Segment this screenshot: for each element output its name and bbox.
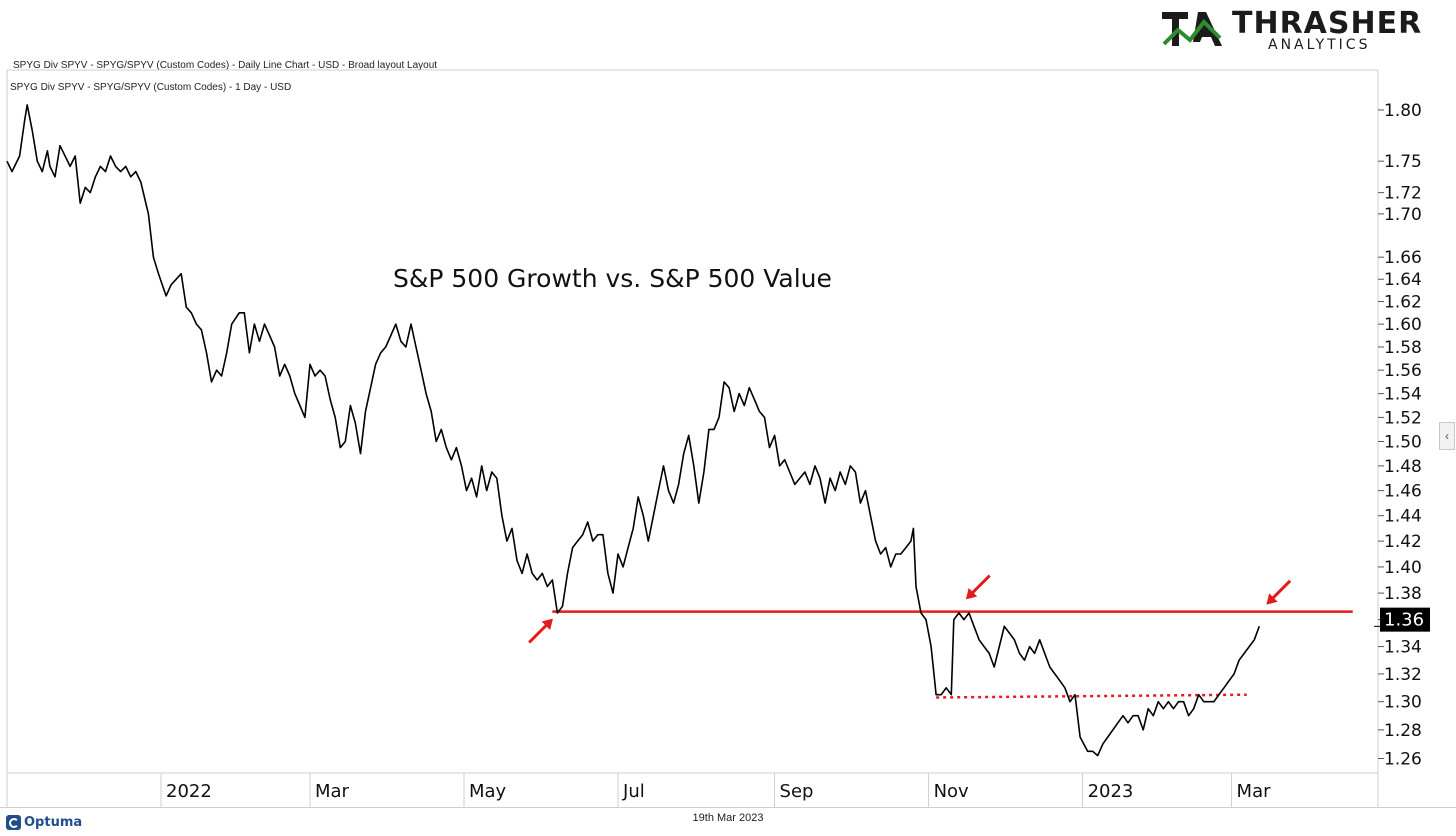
x-tick-label: Nov [934,781,969,802]
y-tick-label: 1.28 [1384,721,1422,741]
y-tick-label: 1.32 [1384,665,1422,685]
y-tick-label: 1.38 [1384,584,1422,604]
red-arrow-icon [965,574,991,600]
y-tick-label: 1.66 [1384,248,1422,268]
x-tick-label: Jul [622,781,645,802]
y-tick-label: 1.62 [1384,293,1422,313]
thrasher-analytics-logo: THRASHER ANALYTICS [1160,4,1421,54]
y-tick-label: 1.34 [1384,638,1422,658]
y-tick-label: 1.54 [1384,385,1422,405]
optuma-logo-icon [6,814,21,830]
y-tick-label: 1.40 [1384,558,1422,578]
logo-subtitle: ANALYTICS [1268,37,1371,53]
last-value-marker: 1.36 [1374,607,1430,632]
y-tick-label: 1.50 [1384,432,1422,452]
y-tick-label: 1.75 [1384,152,1422,172]
x-tick-label: May [469,781,507,802]
optuma-logo: Optuma [6,813,82,831]
x-tick-label: Mar [315,781,350,802]
y-tick-label: 1.70 [1384,205,1422,225]
y-tick-label: 1.72 [1384,184,1422,204]
chart-header-line1: SPYG Div SPYV - SPYG/SPYV (Custom Codes)… [13,60,438,71]
y-tick-label: 1.42 [1384,532,1422,552]
y-tick-label: 1.48 [1384,457,1422,477]
growth-value-ratio-line [6,104,1261,757]
y-tick-label: 1.60 [1384,315,1422,335]
chart-header-line2: SPYG Div SPYV - SPYG/SPYV (Custom Codes)… [10,82,292,93]
red-arrow-icon [1266,579,1292,605]
x-tick-label: 2022 [166,781,212,802]
last-value-box [1380,607,1430,632]
panel-collapse-tab[interactable]: ‹ [1439,422,1455,450]
x-axis: 2022 Mar May Jul Sep Nov 2023 Mar [160,773,1272,807]
chart-annotations [528,574,1353,699]
chart-title: S&P 500 Growth vs. S&P 500 Value [393,264,832,293]
optuma-wordmark: Optuma [24,814,83,830]
y-tick-label: 1.26 [1384,750,1422,770]
ta-logo-mark-icon [1162,12,1222,46]
last-value-label: 1.36 [1384,610,1424,631]
y-tick-label: 1.52 [1384,408,1422,428]
y-tick-label: 1.58 [1384,338,1422,358]
support-dotted-line [936,693,1247,699]
footer-date: 19th Mar 2023 [692,812,764,824]
y-axis: 1.80 1.75 1.721.70 1.661.64 1.621.60 1.58 1.56… [1378,101,1422,770]
chart-frame-bottom [0,807,1456,808]
x-tick-label: Sep [780,781,814,802]
x-tick-label: 2023 [1088,781,1134,802]
red-arrow-icon [528,618,553,644]
x-tick-label: Mar [1237,781,1272,802]
y-tick-label: 1.56 [1384,361,1422,381]
y-tick-label: 1.64 [1384,270,1422,290]
logo-wordmark: THRASHER [1232,6,1423,41]
y-tick-label: 1.46 [1384,482,1422,502]
y-tick-label: 1.30 [1384,693,1422,713]
y-tick-label: 1.80 [1384,101,1422,121]
y-tick-label: 1.44 [1384,507,1422,527]
